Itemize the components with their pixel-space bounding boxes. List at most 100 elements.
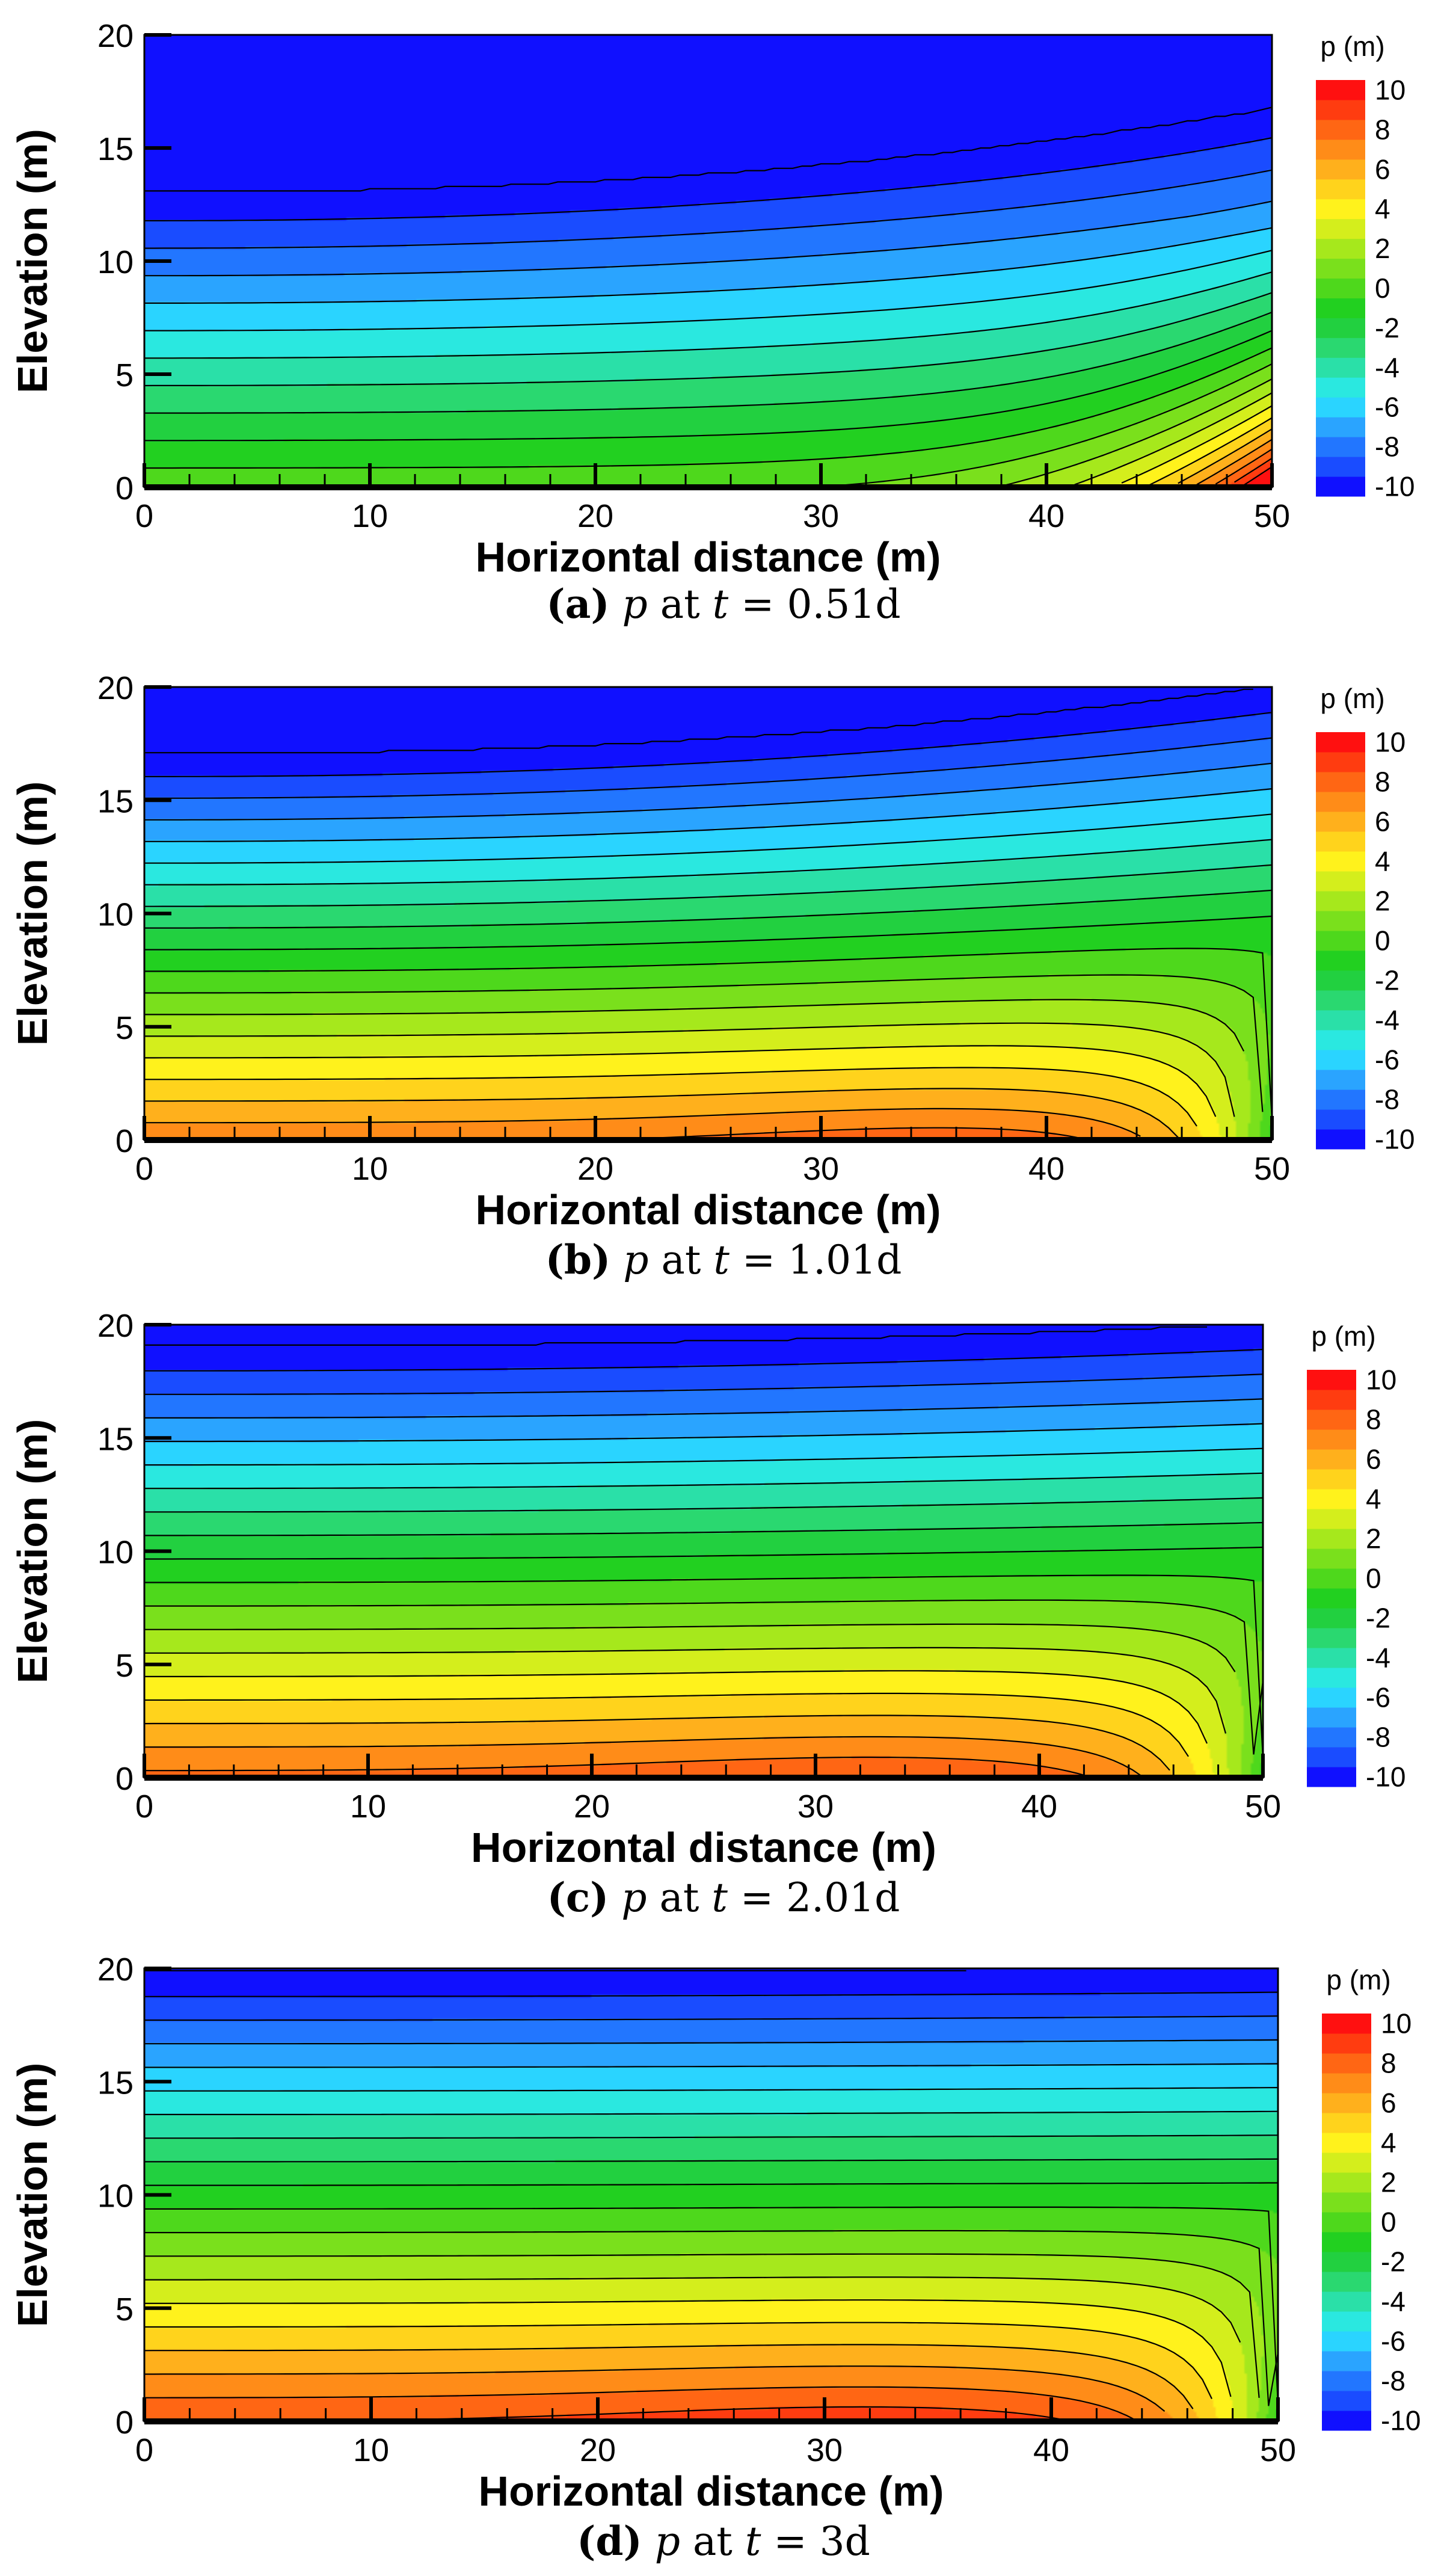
contour-line xyxy=(144,1521,1264,1536)
panel-caption: (a) p at t = 0.51d xyxy=(0,581,1447,627)
contour-line xyxy=(144,106,1273,192)
y-tick-label: 10 xyxy=(97,2178,134,2214)
colorbar-swatch xyxy=(1316,871,1365,892)
contour-line xyxy=(144,1692,1189,1757)
colorbar-swatch xyxy=(1316,199,1365,220)
caption-variable: p xyxy=(610,1237,662,1283)
contour-line xyxy=(144,1349,1264,1372)
y-tick-label: 0 xyxy=(115,470,134,507)
contour-line xyxy=(144,1574,1264,1759)
contour-line xyxy=(144,1067,1197,1127)
colorbar-swatch xyxy=(1307,1687,1356,1708)
colorbar-tick-label: 4 xyxy=(1375,846,1390,877)
colorbar-swatch xyxy=(1307,1370,1356,1390)
contour-line xyxy=(144,2344,1194,2409)
colorbar-tick-label: -8 xyxy=(1366,1722,1390,1753)
contour-line xyxy=(144,2182,1278,2186)
colorbar-swatch xyxy=(1322,2152,1371,2173)
contour-line xyxy=(144,1715,1170,1771)
contour-line xyxy=(144,200,1273,277)
contour-line xyxy=(144,1756,1086,1776)
contour-line xyxy=(144,292,1273,387)
x-tick-label: 30 xyxy=(797,1789,834,1825)
colorbar-tick-label: 10 xyxy=(1366,1364,1396,1396)
colorbar-swatch xyxy=(1307,1767,1356,1787)
y-tick-label: 20 xyxy=(97,1952,134,1988)
contour-line xyxy=(144,1045,1217,1117)
colorbar-tick-label: 2 xyxy=(1375,233,1390,264)
colorbar-swatch xyxy=(1307,1628,1356,1648)
y-tick-label: 5 xyxy=(115,1010,134,1046)
contour-line xyxy=(144,2039,1279,2045)
caption-time-symbol: t xyxy=(745,2518,774,2565)
x-tick-label: 50 xyxy=(1245,1789,1281,1825)
contour-line xyxy=(144,1991,1279,1997)
pressure-field xyxy=(144,1968,1278,2421)
y-tick-label: 20 xyxy=(97,18,134,54)
colorbar-swatch xyxy=(1307,1410,1356,1430)
y-tick-label: 15 xyxy=(97,783,134,819)
colorbar-tick-label: 2 xyxy=(1375,886,1390,917)
caption-at: at xyxy=(660,581,713,627)
colorbar-swatch xyxy=(1316,218,1365,239)
colorbar-tick-label: 0 xyxy=(1381,2207,1396,2238)
colorbar-swatch xyxy=(1307,1568,1356,1589)
colorbar-swatch xyxy=(1316,159,1365,180)
contour-line xyxy=(144,889,1273,929)
x-tick-label: 20 xyxy=(577,1151,613,1187)
contour-line xyxy=(144,2134,1279,2139)
colorbar-swatch xyxy=(1316,298,1365,318)
colorbar-swatch xyxy=(1322,2232,1371,2252)
colorbar-swatch xyxy=(1322,2093,1371,2113)
caption-equals: = xyxy=(740,1875,787,1921)
colorbar-tick-label: -6 xyxy=(1366,1682,1390,1713)
colorbar-tick-label: -8 xyxy=(1375,431,1399,463)
x-tick-label: 10 xyxy=(352,1151,388,1187)
colorbar-tick-label: -4 xyxy=(1366,1642,1390,1674)
colorbar-swatch xyxy=(1316,891,1365,911)
contour-line xyxy=(144,2087,1279,2092)
y-tick-label: 10 xyxy=(97,244,134,280)
colorbar-swatch xyxy=(1322,2272,1371,2292)
contour-line xyxy=(144,347,1273,469)
colorbar-swatch xyxy=(1316,1089,1365,1110)
colorbar-swatch xyxy=(1316,931,1365,951)
colorbar-tick-label: 8 xyxy=(1381,2048,1396,2079)
colorbar-swatch xyxy=(1307,1449,1356,1470)
y-tick-label: 5 xyxy=(115,1648,134,1684)
contour-line xyxy=(1215,448,1273,485)
contour-line xyxy=(144,227,1273,304)
caption-equals: = xyxy=(773,2518,820,2565)
colorbar-tick-label: 10 xyxy=(1375,74,1406,105)
contour-line xyxy=(144,813,1273,864)
contour-line xyxy=(144,737,1273,799)
x-tick-label: 20 xyxy=(574,1789,610,1825)
caption-time-symbol: t xyxy=(712,581,742,627)
colorbar-swatch xyxy=(1322,2331,1371,2352)
contour-line xyxy=(1196,439,1273,485)
colorbar-tick-label: -8 xyxy=(1381,2365,1406,2397)
panel-d: 0 10 20 30 40 50 0 5 10 15 20 Horizontal distance (… xyxy=(0,1925,1447,2569)
x-tick-label: 0 xyxy=(135,498,153,534)
contour-line xyxy=(144,1108,1141,1137)
colorbar-swatch xyxy=(1322,2252,1371,2272)
colorbar-tick-label: -10 xyxy=(1366,1761,1406,1793)
contour-line xyxy=(1121,405,1273,484)
contour-line xyxy=(144,1472,1264,1490)
caption-label: (c) xyxy=(547,1874,609,1921)
colorbar-tick-label: 6 xyxy=(1375,806,1390,837)
x-tick-label: 50 xyxy=(1254,1151,1290,1187)
panel-b: 0 10 20 30 40 50 0 5 10 15 20 Horizontal distance (… xyxy=(0,644,1447,1287)
contour-line xyxy=(144,1022,1235,1117)
contour-line xyxy=(144,1398,1264,1419)
pressure-field xyxy=(144,35,1272,487)
colorbar-tick-label: -10 xyxy=(1375,471,1415,502)
colorbar-tick-label: 6 xyxy=(1375,153,1390,185)
colorbar-swatch xyxy=(1316,457,1365,477)
colorbar-swatch xyxy=(1316,812,1365,832)
y-axis-title: Elevation (m) xyxy=(9,129,56,393)
caption-label: (a) xyxy=(546,581,610,627)
colorbar-swatch xyxy=(1307,1548,1356,1569)
caption-variable: p xyxy=(609,1875,660,1921)
